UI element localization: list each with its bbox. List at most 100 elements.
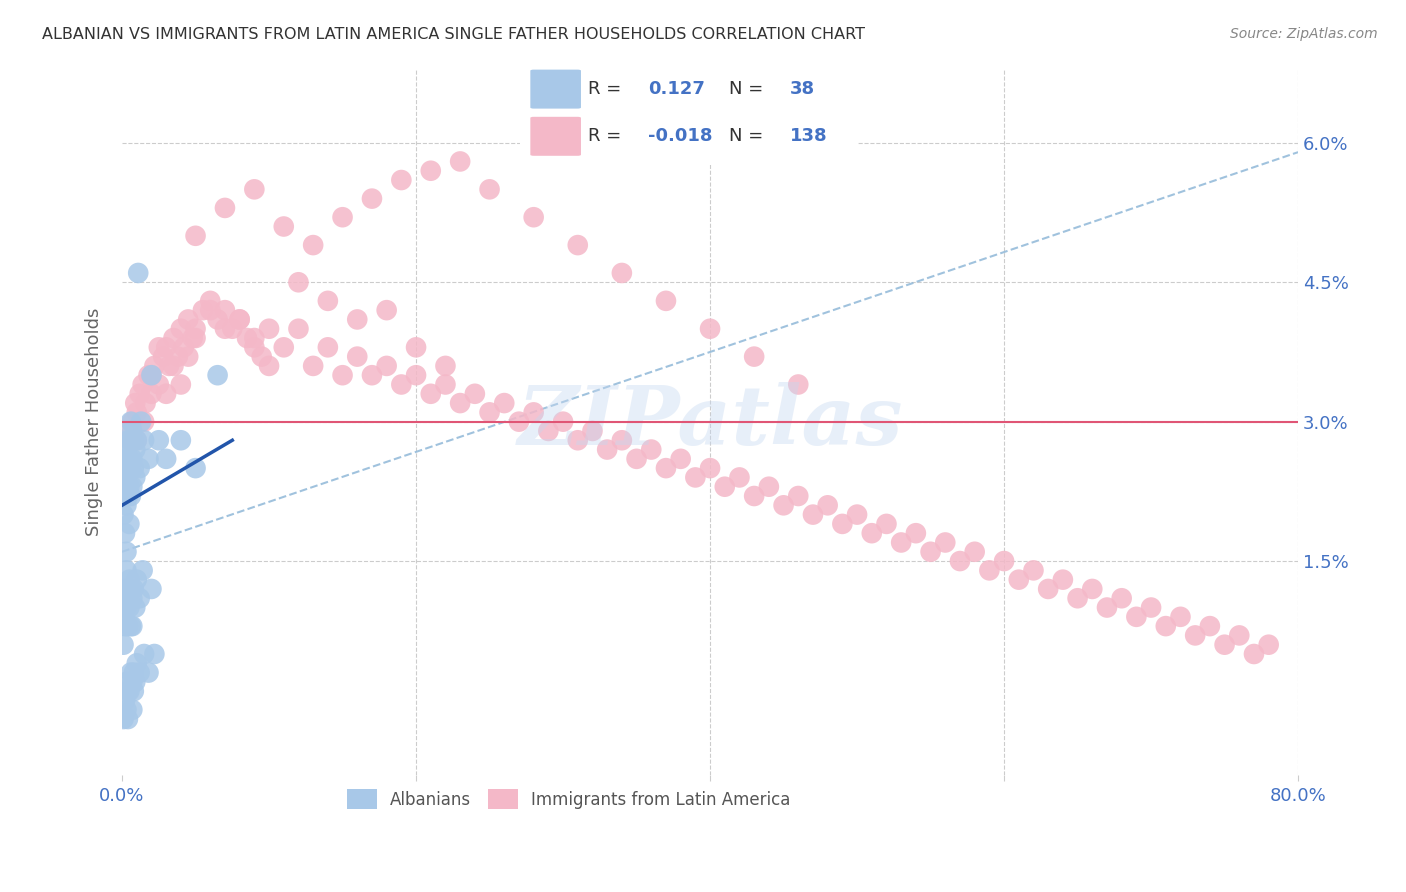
Immigrants from Latin America [152,350,174,364]
Immigrants from Latin America [419,163,441,178]
Immigrants from Latin America [523,405,546,419]
Albanians [115,600,138,615]
Immigrants from Latin America [1199,619,1222,633]
Immigrants from Latin America [143,359,166,373]
Immigrants from Latin America [567,238,589,252]
Immigrants from Latin America [132,415,155,429]
Immigrants from Latin America [742,350,765,364]
Immigrants from Latin America [963,545,986,559]
Immigrants from Latin America [287,322,309,336]
Immigrants from Latin America [273,340,295,354]
Albanians [118,516,141,531]
Albanians [115,442,138,457]
Immigrants from Latin America [449,154,471,169]
Immigrants from Latin America [610,434,633,448]
Albanians [115,470,138,484]
Immigrants from Latin America [135,396,157,410]
Immigrants from Latin America [148,377,170,392]
Immigrants from Latin America [772,498,794,512]
Albanians [141,368,163,383]
Albanians [120,489,142,503]
Immigrants from Latin America [626,451,648,466]
Immigrants from Latin America [860,526,883,541]
Albanians [120,434,142,448]
Immigrants from Latin America [184,331,207,345]
Immigrants from Latin America [405,368,427,383]
Immigrants from Latin America [405,340,427,354]
Albanians [122,665,145,680]
Albanians [124,442,146,457]
Immigrants from Latin America [125,405,148,419]
Immigrants from Latin America [124,396,146,410]
Immigrants from Latin America [1170,610,1192,624]
Immigrants from Latin America [141,386,163,401]
Immigrants from Latin America [551,415,574,429]
Text: 38: 38 [790,80,815,98]
Albanians [124,674,146,689]
Immigrants from Latin America [361,192,384,206]
Albanians [114,619,136,633]
Text: R =: R = [588,80,621,98]
Immigrants from Latin America [221,322,243,336]
Immigrants from Latin America [177,350,200,364]
Immigrants from Latin America [302,238,325,252]
Albanians [114,693,136,707]
Immigrants from Latin America [346,350,368,364]
Immigrants from Latin America [167,350,190,364]
Albanians [170,434,193,448]
Albanians [124,470,146,484]
Text: R =: R = [588,128,621,145]
Immigrants from Latin America [494,396,516,410]
Albanians [121,480,143,494]
Albanians [207,368,229,383]
Albanians [121,619,143,633]
Albanians [117,712,139,726]
Albanians [138,665,160,680]
Albanians [148,434,170,448]
Immigrants from Latin America [332,368,354,383]
Immigrants from Latin America [890,535,912,549]
Immigrants from Latin America [920,545,942,559]
Immigrants from Latin America [1243,647,1265,661]
Albanians [118,451,141,466]
Immigrants from Latin America [537,424,560,438]
Immigrants from Latin America [713,480,735,494]
Immigrants from Latin America [155,386,177,401]
Immigrants from Latin America [157,359,180,373]
Albanians [138,451,160,466]
Immigrants from Latin America [214,201,236,215]
Albanians [115,563,138,577]
Immigrants from Latin America [214,303,236,318]
Albanians [128,665,150,680]
Immigrants from Latin America [1052,573,1074,587]
Immigrants from Latin America [949,554,972,568]
Albanians [120,665,142,680]
Albanians [114,451,136,466]
Immigrants from Latin America [170,322,193,336]
Albanians [117,684,139,698]
Albanians [122,582,145,596]
Immigrants from Latin America [669,451,692,466]
Immigrants from Latin America [1008,573,1031,587]
Immigrants from Latin America [728,470,751,484]
Immigrants from Latin America [655,461,678,475]
Albanians [114,582,136,596]
FancyBboxPatch shape [530,117,581,156]
Immigrants from Latin America [581,424,603,438]
Immigrants from Latin America [177,312,200,326]
Albanians [120,415,142,429]
Immigrants from Latin America [128,386,150,401]
Immigrants from Latin America [478,405,501,419]
Albanians [125,657,148,671]
Immigrants from Latin America [1227,628,1250,642]
Albanians [125,573,148,587]
Albanians [118,573,141,587]
Albanians [115,545,138,559]
Albanians [117,582,139,596]
Immigrants from Latin America [478,182,501,196]
Immigrants from Latin America [191,303,214,318]
Albanians [118,480,141,494]
Immigrants from Latin America [464,386,486,401]
Immigrants from Latin America [1081,582,1104,596]
Albanians [112,712,135,726]
